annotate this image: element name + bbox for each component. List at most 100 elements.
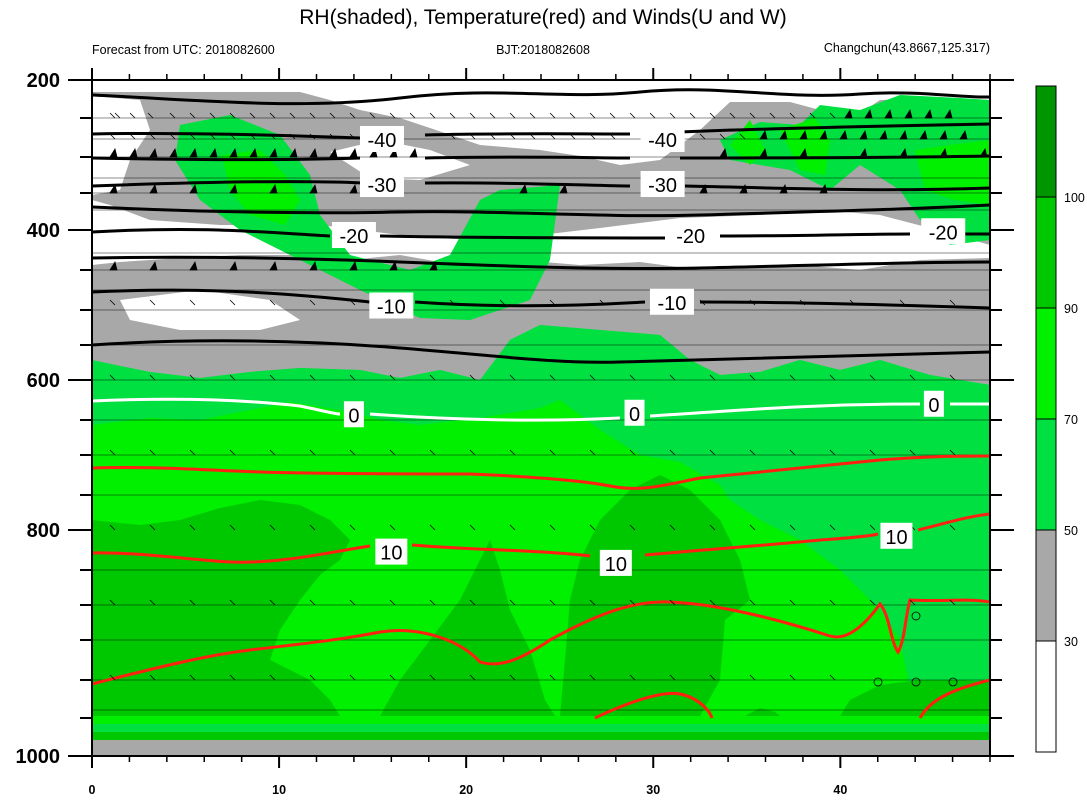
rh-region-white-mid-left [92, 96, 150, 195]
contour-label-box [668, 222, 713, 248]
contour-line-red-upper [92, 454, 990, 490]
contour-label: 10 [599, 549, 632, 576]
contour-label: 10 [880, 522, 913, 549]
colorbar-swatch [1035, 85, 1057, 198]
contour-label-box [640, 171, 685, 197]
contour-label-box [343, 401, 364, 428]
colorbar-tick-label: 50 [1064, 524, 1078, 538]
contour-line-red-10 [92, 512, 990, 564]
forecast-subtitle: Forecast from UTC: 2018082600 [92, 43, 275, 57]
rh-region-darkgreen-right [560, 475, 750, 716]
contour-label-text: -20 [929, 222, 958, 244]
contour-label-text: 10 [605, 554, 627, 576]
colorbar-tick-label: 70 [1064, 413, 1078, 427]
rh-region-darkgreen-mid [380, 540, 555, 716]
x-tick-label: 10 [272, 783, 286, 797]
rh-region-brightgreen-upper-right-3 [730, 120, 765, 165]
contour-line-minus20a [92, 227, 990, 240]
contour-line-red-surface-right [918, 678, 990, 719]
x-axis: 0 10 20 30 40 [89, 68, 991, 797]
contour-label-box [369, 292, 414, 319]
colorbar-swatch [1035, 307, 1057, 420]
y-tick-label: 200 [27, 70, 60, 92]
rh-region-green-right-pocket [710, 375, 990, 720]
contour-label-text: -20 [676, 226, 705, 248]
rh-region-darkgreen-left [92, 500, 350, 716]
chart-title: RH(shaded), Temperature(red) and Winds(U… [299, 6, 786, 29]
rh-band-surface-1 [92, 716, 990, 724]
contour-line-top [92, 88, 990, 106]
contour-label-box [331, 222, 376, 248]
contour-label-box [599, 549, 632, 576]
temp-contour-zero [92, 397, 990, 422]
contour-label: 0 [624, 399, 645, 426]
rh-region-brightgreen-upper-right-2 [780, 118, 830, 175]
contour-label-text: 10 [380, 543, 402, 565]
temp-contours-red [92, 454, 990, 720]
contour-line-minus30b [92, 203, 990, 218]
bjt-subtitle: BJT:2018082608 [496, 43, 590, 57]
x-tick-label: 0 [89, 783, 96, 797]
contour-label: 10 [375, 538, 408, 565]
contour-label: -10 [649, 288, 694, 315]
contour-label: -40 [359, 126, 404, 152]
contour-line-red-lower [92, 598, 990, 686]
y-tick-label: 400 [27, 220, 60, 242]
rh-region-brightgreen-main [92, 400, 990, 716]
contour-label: -20 [668, 222, 713, 248]
colorbar-swatch [1035, 640, 1057, 753]
contour-label-text: 10 [885, 527, 907, 549]
x-tick-label: 20 [459, 783, 473, 797]
contour-label: -40 [640, 126, 685, 152]
contour-label-text: -40 [368, 130, 397, 152]
colorbar-tick-label: 100 [1064, 191, 1085, 205]
rh-band-surface-4 [92, 740, 990, 756]
colorbar-swatch [1035, 196, 1057, 309]
colorbar-swatch [1035, 529, 1057, 642]
y-tick-labels: 200 400 600 800 1000 [16, 70, 61, 768]
contour-label: -20 [921, 218, 966, 245]
y-tick-label: 800 [27, 520, 60, 542]
rh-band-surface-3 [92, 732, 990, 740]
contour-line-minus40a [92, 122, 990, 140]
contour-label-box [880, 522, 913, 549]
contour-label-text: -10 [377, 297, 406, 319]
temperature-contour-labels: -40 -40 -30 -30 -20 -20 -20 -10 -10 0 0 0 10 10 10 [331, 126, 966, 576]
contour-label-box [921, 218, 966, 245]
x-tick-label: 40 [833, 783, 847, 797]
y-tick-label: 600 [27, 370, 60, 392]
location-subtitle: Changchun(43.8667,125.317) [824, 41, 990, 55]
colorbar: 30 50 70 90 100 [1035, 85, 1085, 753]
contour-label-text: 0 [629, 404, 640, 426]
wind-barb-row [109, 108, 953, 119]
contour-label-box [649, 288, 694, 315]
contour-label-box [359, 126, 404, 152]
colorbar-tick-label: 90 [1064, 302, 1078, 316]
contour-label-box [640, 126, 685, 152]
y-axis [68, 79, 1014, 757]
contour-label: -10 [369, 292, 414, 319]
contour-label-box [359, 171, 404, 197]
rh-region-darkgreen-bottom-right [840, 680, 990, 716]
contour-line-minus10a [92, 288, 990, 310]
contour-line-red-surface [594, 691, 714, 720]
colorbar-swatch [1035, 418, 1057, 531]
rh-region-white-top [92, 80, 990, 165]
contour-label: -30 [640, 171, 685, 197]
contour-label-text: -10 [658, 293, 687, 315]
contour-line-minus30a [92, 180, 990, 192]
contour-line-minus10b [92, 339, 990, 364]
contour-label-box [624, 399, 645, 426]
contour-line-minus20b [92, 255, 990, 271]
contour-label: 0 [343, 401, 364, 428]
contour-label-text: -30 [648, 175, 677, 197]
contour-label-box [923, 390, 944, 417]
contour-label-text: -40 [648, 130, 677, 152]
contour-line-minus40b [92, 154, 990, 161]
contour-label: -20 [331, 222, 376, 248]
temp-contours-black [92, 88, 990, 364]
contour-label-text: 0 [348, 405, 359, 427]
contour-label: -30 [359, 171, 404, 197]
rh-region-brightgreen-tongue [222, 150, 300, 225]
